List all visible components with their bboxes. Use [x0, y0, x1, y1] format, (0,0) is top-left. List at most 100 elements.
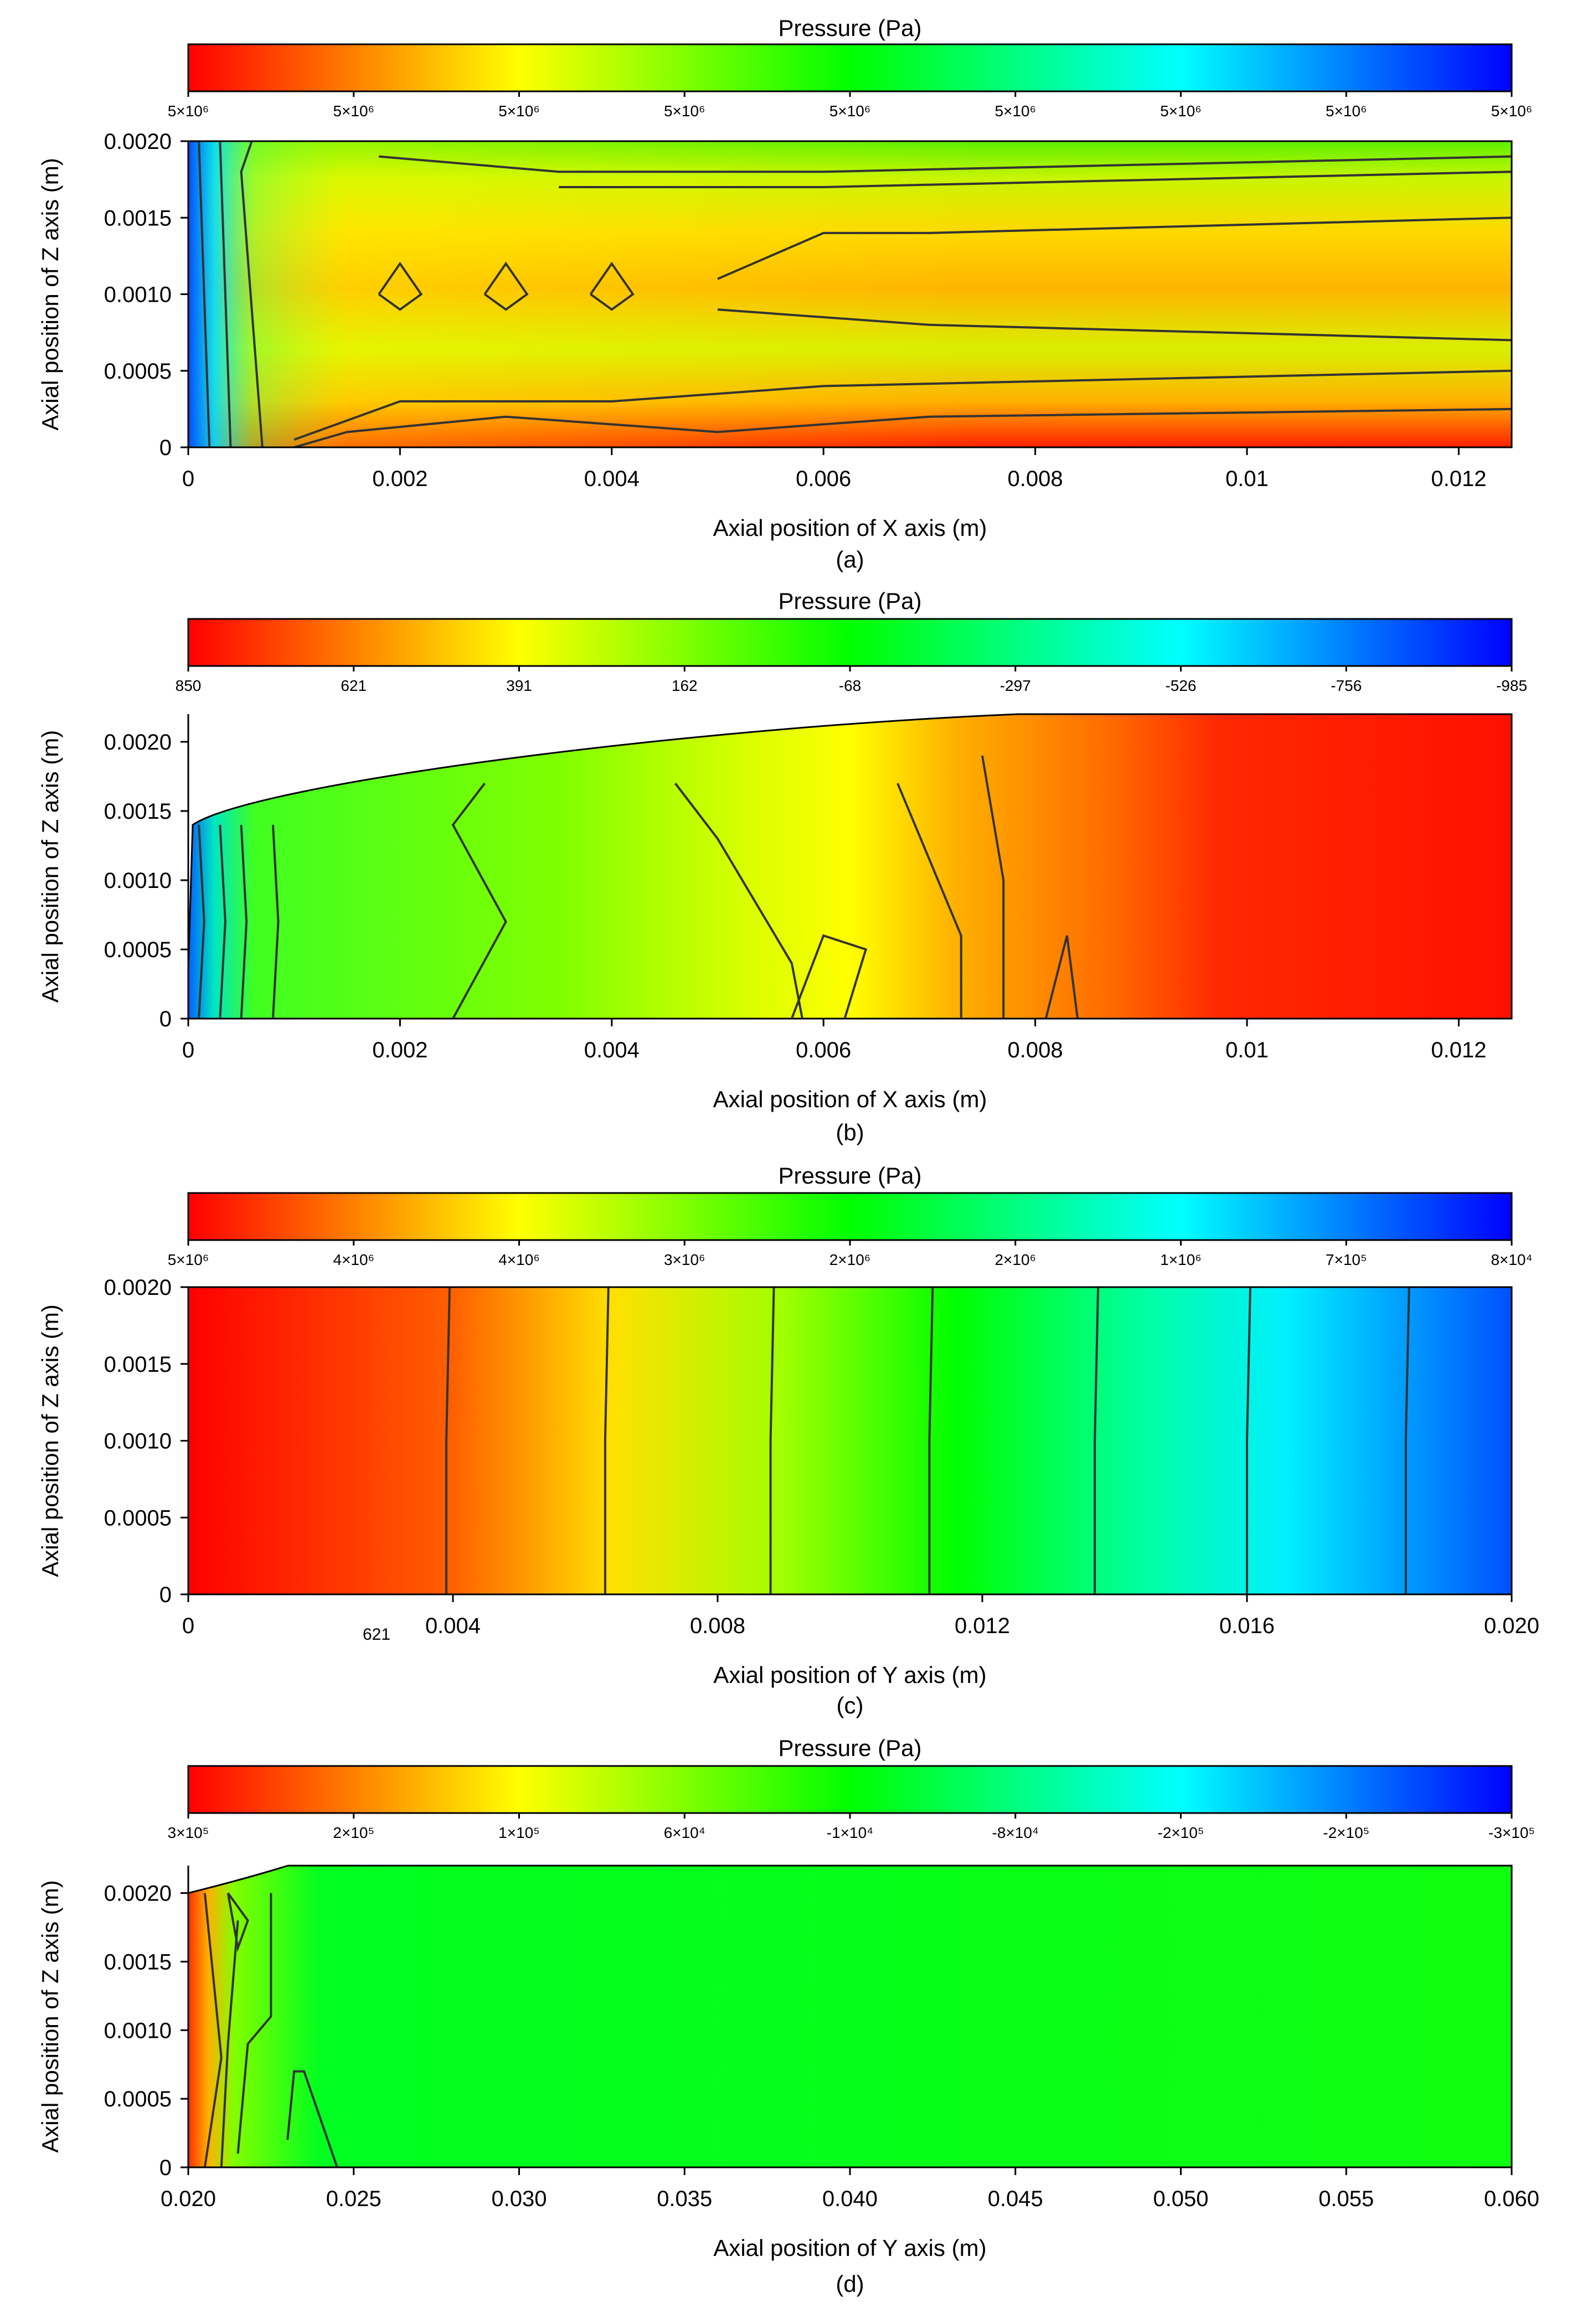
- colorbar-title: Pressure (Pa): [778, 1735, 921, 1761]
- contour-line: [220, 1920, 239, 2167]
- colorbar-tick-label: 850: [176, 677, 202, 694]
- chart-panel-b: Pressure (Pa) 850 621 391 162 -68 -297 -526 -756…: [37, 588, 1527, 1145]
- plot-frame: [187, 713, 1513, 1020]
- contour-line: [378, 261, 423, 311]
- contour-line: [483, 261, 529, 311]
- panel-label: (a): [836, 546, 864, 572]
- y-axis-label: Axial position of Z axis (m): [37, 730, 63, 1003]
- chart-panel-d: Pressure (Pa) 3×10⁵ 2×10⁵ 1×10⁵ 6×10⁴ -1×10⁴ -…: [37, 1735, 1539, 2297]
- colorbar-tick-label: 5×10⁶: [664, 102, 705, 120]
- contour-line: [378, 155, 1512, 173]
- y-tick-label: 0.0005: [104, 1506, 172, 1530]
- contour-line: [203, 1893, 223, 2167]
- chart-panel-c: Pressure (Pa) 5×10⁶ 4×10⁶ 4×10⁶ 3×10⁶ 2×10⁶ 2×…: [37, 1163, 1539, 1718]
- colorbar-tick-label: -526: [1165, 677, 1196, 694]
- contour-line: [286, 2070, 338, 2167]
- colorbar-title: Pressure (Pa): [778, 588, 921, 614]
- y-tick-label: 0: [159, 1583, 172, 1607]
- field-fill: [188, 714, 1512, 1019]
- y-axis-label: Axial position of Z axis (m): [37, 1880, 63, 2152]
- contour-line: [604, 1287, 610, 1594]
- plot-frame: [187, 1865, 1513, 2168]
- colorbar-tick-label: 391: [506, 677, 532, 694]
- colorbar-tick-label: 5×10⁶: [829, 102, 871, 120]
- x-tick-label: 0: [182, 1614, 194, 1638]
- x-tick-label: 0.004: [584, 467, 640, 491]
- y-tick-label: 0.0015: [104, 1352, 172, 1377]
- contour-line: [1246, 1287, 1251, 1594]
- colorbar-tick-label: 2×10⁶: [829, 1251, 871, 1268]
- x-tick-label: 0.012: [1431, 467, 1486, 491]
- y-tick-label: 0.0005: [104, 938, 172, 962]
- x-tick-label: 0.040: [822, 2187, 878, 2211]
- colorbar-tick-label: 5×10⁶: [1160, 102, 1202, 120]
- x-axis-label: Axial position of Y axis (m): [713, 1662, 986, 1688]
- y-tick-label: 0.0015: [104, 1950, 172, 1974]
- colorbar-tick-label: 4×10⁶: [498, 1251, 540, 1268]
- x-tick-label: 0.006: [796, 1038, 851, 1062]
- contour-line: [219, 824, 226, 1019]
- x-tick-label: 0.002: [372, 467, 427, 491]
- contour-line: [1094, 1287, 1100, 1594]
- x-tick-label: 0.060: [1484, 2187, 1539, 2211]
- y-tick-label: 0.0010: [104, 1429, 172, 1454]
- contour-line: [240, 824, 248, 1019]
- x-tick-label: 0.030: [491, 2187, 547, 2211]
- colorbar-tick-label: 3×10⁶: [664, 1251, 705, 1268]
- colorbar-tick-label: 5×10⁶: [498, 102, 540, 120]
- colorbar-title: Pressure (Pa): [778, 15, 921, 41]
- x-tick-label: 0.020: [161, 2187, 216, 2211]
- colorbar-tick-label: -297: [1000, 677, 1031, 694]
- y-tick-label: 0.0010: [104, 869, 172, 893]
- panel-label: (c): [837, 1692, 864, 1718]
- contour-line: [717, 216, 1512, 280]
- x-tick-label: 0.055: [1318, 2187, 1374, 2211]
- panel-label: (d): [836, 2271, 864, 2297]
- colorbar-tick-label: 7×10⁵: [1326, 1251, 1367, 1268]
- contour-line: [981, 755, 1005, 1019]
- colorbar-tick-label: -756: [1331, 677, 1362, 694]
- contour-line: [293, 407, 1512, 447]
- pressure-field: [188, 1287, 1512, 1594]
- contour-line: [240, 141, 264, 447]
- colorbar-tick-label: -8×10⁴: [992, 1824, 1039, 1841]
- contour-line: [674, 782, 803, 1019]
- contour-line: [271, 824, 280, 1019]
- colorbar-tick-label: 5×10⁶: [168, 102, 209, 120]
- field-fill: [188, 1287, 1512, 1594]
- x-tick-label: 0: [182, 467, 194, 491]
- colorbar-tick-label: 2×10⁵: [333, 1824, 374, 1841]
- x-tick-label: 0.004: [425, 1614, 481, 1638]
- colorbar-tick-label: -2×10⁵: [1323, 1824, 1369, 1841]
- contour-line: [293, 369, 1512, 441]
- pressure-field: [188, 141, 1512, 447]
- x-axis-label: Axial position of X axis (m): [713, 1086, 987, 1112]
- contour-line: [219, 141, 232, 447]
- y-tick-label: 0: [159, 1007, 172, 1031]
- contour-line: [1404, 1287, 1410, 1594]
- contour-line: [1044, 935, 1079, 1019]
- contour-line: [451, 782, 507, 1019]
- contour-line: [198, 141, 211, 447]
- y-tick-label: 0.0020: [104, 730, 172, 755]
- colorbar-tick-label: -3×10⁵: [1488, 1824, 1535, 1841]
- x-tick-label: 0.01: [1225, 467, 1269, 491]
- x-tick-label: 0.020: [1484, 1614, 1539, 1638]
- pressure-field: [188, 1866, 1512, 2167]
- y-tick-label: 0: [159, 436, 172, 460]
- colorbar-tick-label: 1×10⁶: [1160, 1251, 1202, 1268]
- x-tick-label: 0.012: [955, 1614, 1010, 1638]
- colorbar: [187, 1765, 1513, 1814]
- colorbar-tick-label: 5×10⁶: [1491, 102, 1533, 120]
- contour-line: [928, 1287, 934, 1594]
- y-tick-label: 0.0005: [104, 359, 172, 384]
- x-tick-label: 0.004: [584, 1038, 640, 1062]
- colorbar-tick-label: 5×10⁶: [333, 102, 374, 120]
- x-tick-label: 0.006: [796, 467, 851, 491]
- x-tick-label: 0.008: [1008, 1038, 1063, 1062]
- x-tick-label: 0.035: [657, 2187, 712, 2211]
- x-axis-label: Axial position of Y axis (m): [713, 2235, 986, 2261]
- y-tick-label: 0.0010: [104, 2018, 172, 2043]
- x-tick-label: 0: [182, 1038, 194, 1062]
